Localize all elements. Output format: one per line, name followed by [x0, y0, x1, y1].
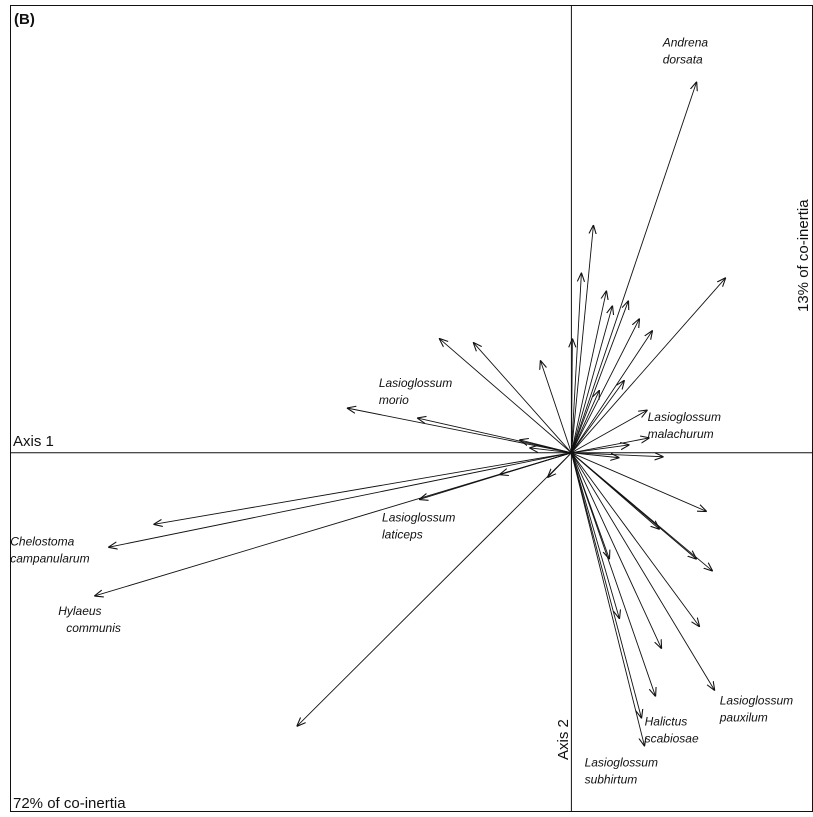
vector-arrow — [570, 452, 644, 747]
vector-arrow — [571, 452, 714, 691]
species-label: dorsata — [663, 53, 703, 67]
vector-arrow — [570, 390, 599, 453]
species-label: pauxilum — [719, 711, 768, 725]
vector-arrow — [571, 452, 706, 512]
species-label: communis — [66, 621, 121, 635]
vector-arrow — [571, 452, 659, 530]
vector-arrow — [571, 453, 663, 457]
species-label: Lasioglossum — [379, 376, 452, 390]
vector-arrow — [417, 418, 572, 454]
species-label: Halictus — [645, 715, 688, 729]
vector-arrow — [519, 440, 572, 454]
vector-arrow — [547, 452, 572, 478]
vector-arrow — [570, 452, 661, 649]
vector-arrow — [571, 380, 624, 454]
vector-arrow — [571, 452, 712, 571]
species-label: Hylaeus — [58, 604, 101, 618]
vector-arrow — [571, 445, 629, 454]
x-axis-label: Axis 1 — [13, 433, 54, 450]
vector-arrow — [297, 452, 572, 727]
vector-arrow — [571, 438, 649, 454]
vector-arrow — [570, 452, 609, 559]
vector-arrow — [529, 448, 572, 454]
vector-arrow — [570, 225, 593, 453]
vector-arrow — [571, 452, 619, 458]
vector-arrow — [570, 306, 612, 453]
vector-arrow — [570, 291, 606, 453]
vector-arrow — [540, 360, 572, 453]
species-label: morio — [379, 393, 409, 407]
species-label: Lasioglossum — [382, 511, 455, 525]
species-label: Lasioglossum — [648, 410, 721, 424]
x-inertia: 72% of co-inertia — [13, 795, 126, 812]
plot-frame — [10, 5, 813, 812]
vector-arrow — [571, 330, 652, 454]
species-label: campanularum — [10, 551, 89, 565]
species-label: Lasioglossum — [720, 694, 793, 708]
vector-arrow — [571, 410, 647, 454]
vector-arrow — [108, 452, 572, 548]
vector-arrow — [94, 452, 572, 596]
species-label: Lasioglossum — [585, 755, 658, 769]
vector-arrow — [570, 301, 628, 453]
vector-arrow — [570, 452, 655, 697]
vector-arrow — [570, 452, 619, 619]
species-label: scabiosae — [645, 732, 699, 746]
species-label: subhirtum — [585, 772, 638, 786]
species-label: Chelostoma — [10, 534, 74, 548]
species-label: laticeps — [382, 528, 423, 542]
vector-arrow — [570, 452, 641, 719]
species-label: malachurum — [648, 427, 714, 441]
vector-arrow — [570, 273, 581, 453]
vector-arrow — [570, 82, 696, 453]
vector-arrow — [499, 452, 572, 475]
vector-arrow — [570, 318, 639, 453]
vector-arrow — [153, 452, 572, 525]
vector-arrow — [473, 342, 572, 454]
y-axis-label: Axis 2 — [555, 719, 572, 760]
vector-arrow — [571, 278, 725, 454]
species-label: Andrena — [662, 36, 709, 50]
panel-label: (B) — [14, 11, 35, 28]
y-inertia: 13% of co-inertia — [795, 199, 812, 312]
vector-arrow — [571, 452, 699, 627]
vector-arrow — [571, 338, 572, 453]
vector-arrow — [439, 338, 572, 454]
